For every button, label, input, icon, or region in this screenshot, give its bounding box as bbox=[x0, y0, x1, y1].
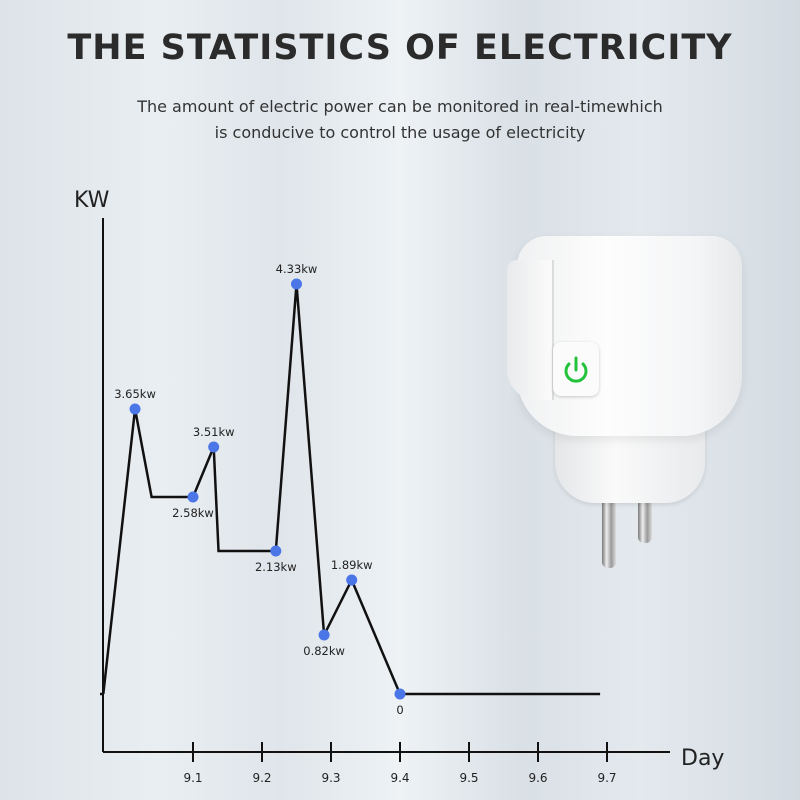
data-label: 2.58kw bbox=[172, 506, 214, 520]
y-axis-label: KW bbox=[74, 188, 110, 213]
x-tick-label: 9.4 bbox=[390, 771, 409, 785]
data-label: 0.82kw bbox=[303, 644, 345, 658]
x-tick-label: 9.3 bbox=[321, 771, 340, 785]
data-label: 0 bbox=[396, 703, 403, 717]
x-tick-label: 9.1 bbox=[183, 771, 202, 785]
power-icon bbox=[564, 356, 588, 383]
data-point bbox=[318, 629, 330, 641]
data-label: 2.13kw bbox=[255, 560, 297, 574]
data-label: 4.33kw bbox=[276, 262, 318, 276]
smart-plug-image bbox=[505, 228, 755, 588]
x-tick-label: 9.6 bbox=[528, 771, 547, 785]
data-point bbox=[291, 278, 302, 290]
subtitle-line-1: The amount of electric power can be moni… bbox=[137, 97, 663, 116]
x-tick-label: 9.5 bbox=[459, 771, 478, 785]
x-tick-label: 9.2 bbox=[252, 771, 271, 785]
x-tick-label: 9.7 bbox=[597, 771, 616, 785]
plug-side-panel bbox=[507, 260, 554, 400]
data-label: 3.65kw bbox=[114, 387, 156, 401]
data-point bbox=[394, 688, 406, 700]
data-point bbox=[187, 491, 199, 503]
x-axis-label: Day bbox=[681, 746, 724, 771]
series-line bbox=[102, 283, 601, 696]
data-label: 3.51kw bbox=[193, 425, 235, 439]
data-point bbox=[346, 574, 358, 586]
data-point bbox=[270, 545, 282, 557]
page-title: THE STATISTICS OF ELECTRICITY bbox=[67, 28, 733, 68]
data-point bbox=[208, 441, 220, 453]
plug-body bbox=[517, 236, 742, 436]
power-button[interactable] bbox=[553, 342, 599, 396]
data-point bbox=[129, 403, 141, 415]
subtitle-line-2: is conducive to control the usage of ele… bbox=[214, 123, 586, 142]
data-label: 1.89kw bbox=[331, 558, 373, 572]
